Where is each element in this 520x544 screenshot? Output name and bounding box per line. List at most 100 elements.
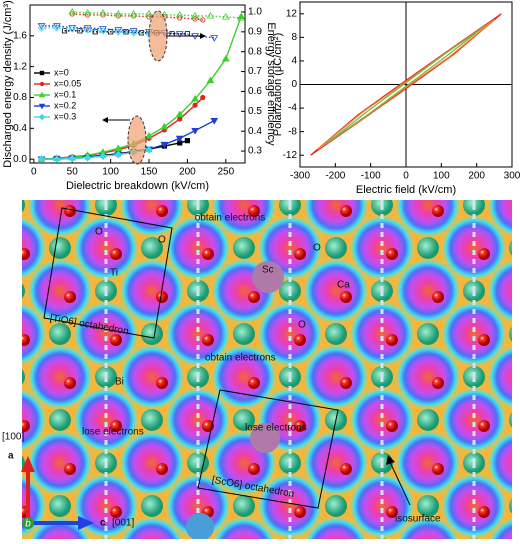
data-point [206, 11, 215, 19]
y-tick-label: 4 [291, 56, 297, 67]
data-point [37, 155, 46, 163]
data-point [61, 28, 68, 34]
data-point [83, 26, 92, 34]
y2-tick-label: 0.9 [248, 26, 262, 37]
y2-axis-title: Energy storage efficiency [265, 22, 277, 146]
y-axis-title: Polarization (μC/cm²) [272, 33, 284, 137]
y-tick-label: 0.4 [13, 123, 27, 134]
x-tick-label: 100 [102, 167, 119, 178]
data-point [184, 138, 191, 144]
data-point [145, 9, 153, 17]
x-tick-label: 200 [468, 171, 485, 182]
data-point [138, 30, 144, 36]
x-tick-label: 0 [403, 171, 409, 182]
y-tick-label: -8 [288, 126, 297, 137]
label: O [158, 235, 166, 246]
data-point [68, 7, 77, 15]
y2-tick-label: 0.8 [248, 46, 262, 57]
data-point [145, 132, 153, 139]
data-point [114, 144, 123, 151]
data-point [177, 116, 183, 122]
x-tick-label: 0 [31, 167, 37, 178]
data-point [191, 128, 199, 135]
data-point [123, 29, 129, 35]
label: lose electrons [82, 427, 144, 438]
label: O [95, 227, 103, 238]
legend-marker [38, 113, 46, 121]
x-tick-label: 200 [179, 167, 196, 178]
legend-label: x=0 [54, 67, 69, 77]
annotations [102, 10, 206, 165]
label: Sc [262, 265, 274, 276]
data-point [92, 29, 98, 35]
legend-label: x=0.2 [54, 100, 76, 110]
x-tick-label: -100 [361, 171, 381, 182]
data-point [114, 150, 123, 159]
data-point [77, 28, 83, 34]
series-line [41, 25, 215, 39]
label: Bi [115, 377, 124, 388]
data-point [175, 135, 184, 143]
y-axis-title: Discharged energy density (J/cm³) [2, 0, 14, 168]
y2-tick-label: 1.0 [248, 7, 262, 18]
data-point [83, 153, 92, 162]
label: isosurface [395, 514, 441, 525]
data-point [221, 54, 230, 62]
data-point [191, 11, 199, 19]
data-point [53, 24, 61, 32]
chart-right: -300 -200 -100 0 100 200 300 -12 -8 -4 0 4 8 12 Electr… [272, 1, 520, 196]
label: Ti [110, 268, 118, 279]
series-line [326, 25, 486, 144]
label: O [313, 243, 321, 254]
y2-tick-label: 0.6 [248, 86, 262, 97]
x-tick-label: -300 [290, 171, 310, 182]
label: c [100, 518, 106, 529]
label: lose electrons [245, 423, 307, 434]
data-point [68, 25, 76, 33]
y-tick-label: 0.8 [13, 92, 27, 103]
data-point [192, 102, 198, 108]
label: [100] [2, 432, 24, 443]
legend-label: x=0.05 [54, 78, 81, 88]
y-tick-label: -4 [288, 103, 297, 114]
x-tick-label: 300 [504, 171, 520, 182]
x-axis-title: Electric field (kV/cm) [356, 184, 456, 196]
data-point [191, 95, 199, 102]
data-point [129, 29, 138, 37]
data-point [68, 154, 76, 163]
label: O [298, 320, 306, 331]
x-tick-label: 150 [141, 167, 158, 178]
data-point [200, 17, 206, 23]
label: [001] [112, 518, 134, 529]
data-point [210, 118, 219, 125]
legend-marker [38, 91, 46, 98]
data-point [237, 13, 246, 21]
y-tick-label: 1.2 [13, 61, 27, 72]
data-point [160, 141, 169, 149]
legend-marker [38, 103, 46, 110]
data-point [129, 9, 138, 17]
y2-tick-label: 0.7 [248, 66, 262, 77]
x-tick-label: 250 [217, 167, 234, 178]
x-tick-label: 50 [67, 167, 79, 178]
data-point [175, 31, 184, 38]
data-point [114, 9, 123, 17]
structure-image: obtain electrons O O Ti Sc O Ca O [TiO6]… [2, 200, 512, 541]
legend-label: x=0.3 [54, 111, 76, 121]
data-point [99, 152, 107, 160]
data-point [200, 94, 206, 101]
data-point [53, 155, 61, 163]
y-tick-label: 12 [286, 8, 298, 19]
y2-tick-label: 0.4 [248, 126, 262, 137]
data-point [114, 28, 123, 36]
data-point [145, 146, 153, 154]
chart-left: 0 50 100 150 200 250 0.0 0.4 0.8 1.2 1.6 0.3 0.4 0.5 0… [2, 0, 277, 192]
y2-tick-label: 0.5 [248, 106, 262, 117]
legend-label: x=0.1 [54, 89, 76, 99]
data-point [206, 76, 215, 84]
y-tick-label: -12 [283, 150, 298, 161]
label: b [25, 519, 31, 530]
data-point [175, 110, 184, 118]
legend-marker [39, 70, 45, 76]
